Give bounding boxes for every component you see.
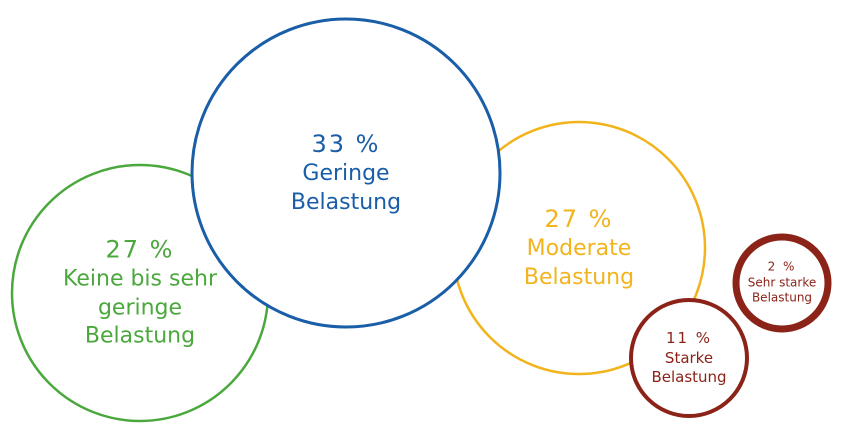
bubble bbox=[732, 233, 832, 333]
value-label: 2 % bbox=[767, 259, 797, 274]
category-label: Starke Belastung bbox=[651, 348, 727, 386]
bubble-label: 27 % Keine bis sehr geringe Belastung bbox=[45, 235, 235, 352]
bubble-label: 33 % Geringe Belastung bbox=[256, 129, 436, 217]
bubble-label: 2 % Sehr starke Belastung bbox=[742, 260, 822, 307]
value-label: 11 % bbox=[665, 328, 713, 347]
value-label: 27 % bbox=[105, 235, 175, 264]
bubble bbox=[629, 298, 749, 418]
bubble-label: 11 % Starke Belastung bbox=[644, 329, 734, 388]
category-label: Sehr starke Belastung bbox=[747, 275, 817, 305]
bubble bbox=[190, 17, 502, 329]
value-label: 33 % bbox=[311, 129, 381, 158]
category-label: Keine bis sehr geringe Belastung bbox=[63, 266, 217, 349]
category-label: Moderate Belastung bbox=[523, 236, 635, 290]
category-label: Geringe Belastung bbox=[290, 161, 402, 215]
bubble-label: 27 % Moderate Belastung bbox=[504, 204, 654, 292]
value-label: 27 % bbox=[544, 204, 614, 233]
